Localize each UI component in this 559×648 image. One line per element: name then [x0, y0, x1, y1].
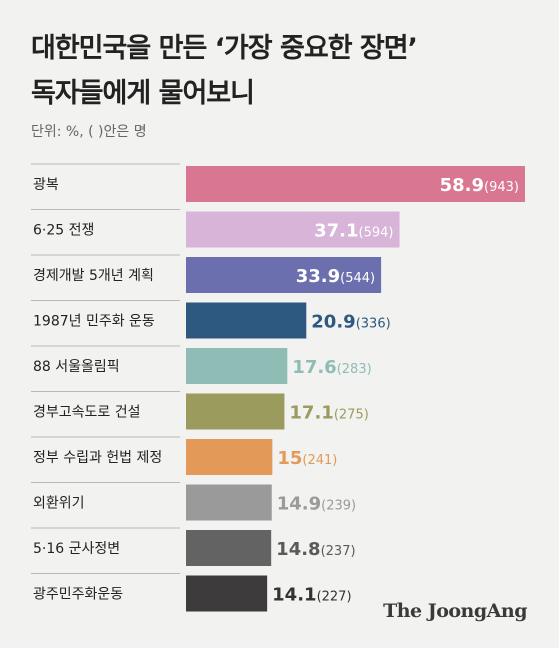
- value-label: 14.8: [276, 539, 320, 560]
- bar: [186, 484, 272, 521]
- value-label: 17.1: [289, 403, 333, 424]
- value-label: 15: [277, 448, 302, 469]
- data-label: 33.9(544): [296, 266, 375, 287]
- value-label: 14.9: [277, 494, 321, 515]
- title-line-1: 대한민국을 만든 ‘가장 중요한 장면’: [31, 33, 418, 64]
- title-line-2: 독자들에게 물어보니: [31, 78, 255, 109]
- bar: [186, 530, 272, 566]
- value-label: 17.6: [292, 357, 336, 378]
- bar: [186, 348, 288, 384]
- value-label: 33.9: [296, 266, 340, 287]
- data-label: 20.9(336): [311, 312, 390, 333]
- bar: [186, 211, 400, 248]
- data-label: 15(241): [277, 448, 337, 469]
- bar: [186, 393, 285, 430]
- bar: [186, 575, 268, 612]
- count-label: (336): [356, 317, 391, 332]
- category-label: 광복: [33, 177, 59, 193]
- value-label: 37.1: [314, 221, 358, 242]
- category-label: 경부고속도로 건설: [33, 405, 141, 421]
- category-label: 외환위기: [33, 496, 85, 512]
- data-label: 14.1(227): [272, 585, 351, 606]
- count-label: (544): [340, 271, 375, 286]
- category-label: 6·25 전쟁: [33, 223, 94, 239]
- data-label: 17.6(283): [292, 357, 371, 378]
- count-label: (283): [337, 362, 372, 377]
- value-label: 20.9: [311, 312, 355, 333]
- unit-note: 단위: %, ( )안은 명: [31, 124, 147, 140]
- data-label: 58.9(943): [440, 175, 519, 196]
- brand-logo: The JoongAng: [383, 600, 527, 622]
- category-label: 정부 수립과 헌법 제정: [33, 450, 162, 466]
- category-label: 경제개발 5개년 계획: [33, 268, 154, 284]
- data-label: 37.1(594): [314, 221, 393, 242]
- count-label: (594): [359, 226, 394, 241]
- count-label: (237): [321, 544, 356, 559]
- bar: [186, 302, 307, 339]
- bar: [186, 166, 525, 202]
- data-label: 14.9(239): [277, 494, 356, 515]
- count-label: (239): [321, 499, 356, 514]
- value-label: 58.9: [440, 175, 484, 196]
- count-label: (227): [317, 590, 352, 605]
- category-label: 광주민주화운동: [33, 587, 123, 603]
- count-label: (943): [484, 180, 519, 195]
- chart-title: 대한민국을 만든 ‘가장 중요한 장면’ 독자들에게 물어보니: [31, 26, 541, 116]
- data-label: 14.8(237): [276, 539, 355, 560]
- data-label: 17.1(275): [289, 403, 368, 424]
- value-label: 14.1: [272, 585, 316, 606]
- bar: [186, 257, 382, 293]
- count-label: (275): [334, 408, 369, 423]
- category-label: 5·16 군사정변: [33, 541, 120, 557]
- count-label: (241): [302, 453, 337, 468]
- bar: [186, 439, 273, 475]
- category-label: 1987년 민주화 운동: [33, 314, 155, 330]
- category-label: 88 서울올림픽: [33, 359, 120, 375]
